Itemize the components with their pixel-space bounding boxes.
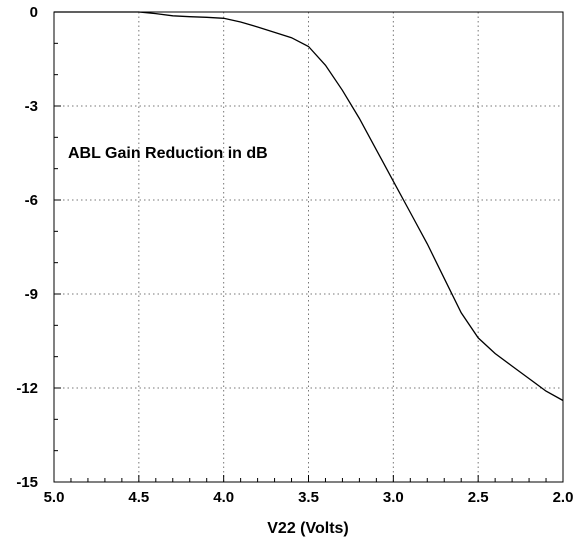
- y-tick-label: -12: [16, 380, 38, 397]
- x-tick-label: 2.5: [468, 489, 489, 506]
- x-tick-label: 3.0: [383, 489, 404, 506]
- gain-reduction-curve: [54, 11, 564, 402]
- x-tick-label: 4.0: [213, 489, 234, 506]
- x-tick-labels: 5.0 4.5 4.0 3.5 3.0 2.5 2.0: [44, 489, 574, 506]
- y-tick-label: 0: [30, 4, 38, 21]
- chart-annotation: ABL Gain Reduction in dB: [68, 145, 268, 162]
- y-tick-labels: 0 -3 -6 -9 -12 -15: [16, 4, 38, 491]
- y-tick-label: -9: [25, 286, 38, 303]
- y-tick-label: -3: [25, 98, 38, 115]
- grid-lines: [54, 12, 563, 482]
- x-tick-label: 3.5: [298, 489, 319, 506]
- x-tick-label: 2.0: [553, 489, 574, 506]
- x-axis-label: V22 (Volts): [267, 520, 349, 537]
- x-tick-label: 5.0: [44, 489, 65, 506]
- y-tick-label: -15: [16, 474, 38, 491]
- y-tick-label: -6: [25, 192, 38, 209]
- x-tick-label: 4.5: [128, 489, 149, 506]
